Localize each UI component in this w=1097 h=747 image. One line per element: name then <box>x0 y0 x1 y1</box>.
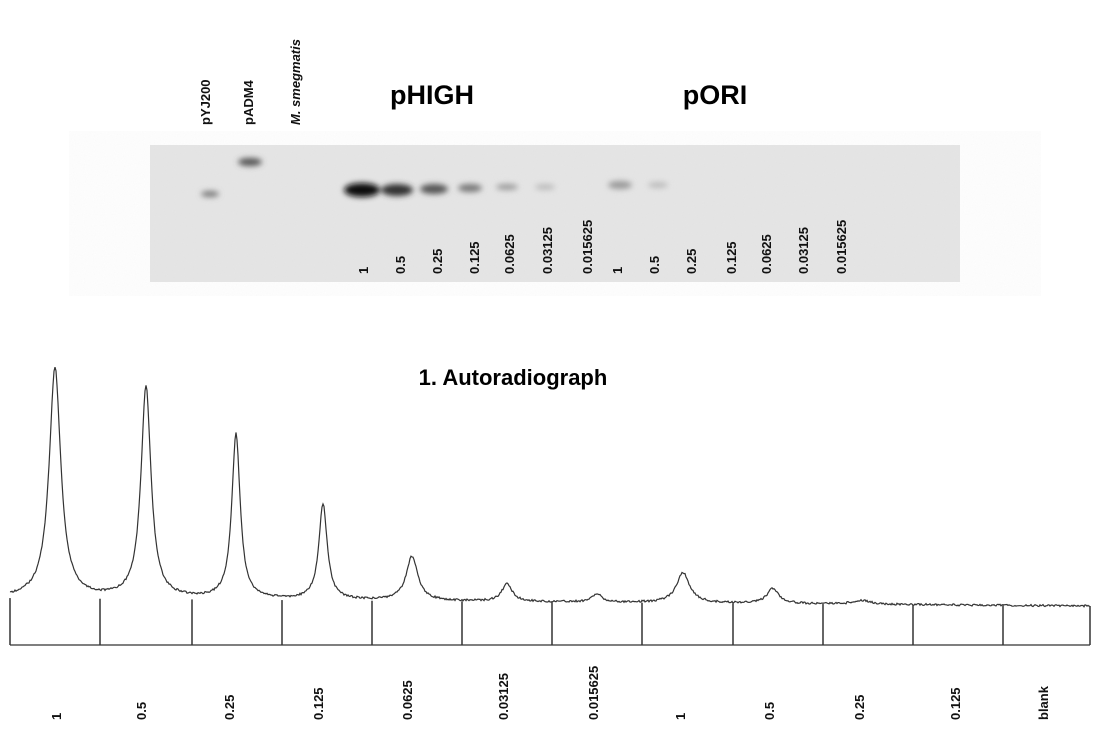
trace-label: 0.015625 <box>586 666 601 720</box>
gel-label: 0.015625 <box>834 220 849 274</box>
gel-label: 0.03125 <box>796 227 811 274</box>
densitometry-trace <box>9 366 1090 608</box>
lane-label: M. smegmatis <box>288 39 303 125</box>
gel-label: 0.25 <box>430 249 445 274</box>
trace-label: 0.125 <box>948 687 963 720</box>
bands <box>201 158 668 197</box>
gel-label: 0.0625 <box>502 234 517 274</box>
trace-label: 0.25 <box>222 695 237 720</box>
gel-label: 1 <box>610 267 625 274</box>
band <box>458 184 482 192</box>
gel-label: 0.5 <box>393 256 408 274</box>
gel-label: 0.125 <box>467 241 482 274</box>
trace-label: 0.5 <box>762 702 777 720</box>
band <box>420 184 448 194</box>
trace-label: 1 <box>49 713 64 720</box>
caption: 1. Autoradiograph <box>419 365 608 390</box>
trace-label: blank <box>1036 685 1051 720</box>
band <box>238 158 262 166</box>
trace-label: 1 <box>673 713 688 720</box>
band <box>381 184 413 196</box>
trace-label: 0.25 <box>852 695 867 720</box>
band <box>608 181 632 189</box>
trace-label: 0.5 <box>134 702 149 720</box>
gel-label: 0.0625 <box>759 234 774 274</box>
band <box>344 183 380 197</box>
lane-label: pADM4 <box>241 79 256 125</box>
group-label: pORI <box>683 80 748 110</box>
gel-label: 0.5 <box>647 256 662 274</box>
group-label: pHIGH <box>390 80 474 110</box>
gel-noise <box>150 145 960 282</box>
gel-label: 0.03125 <box>540 227 555 274</box>
trace-label: 0.0625 <box>400 680 415 720</box>
trace-label: 0.03125 <box>496 673 511 720</box>
lane-label: pYJ200 <box>198 79 213 125</box>
band <box>648 182 668 188</box>
band <box>535 184 555 190</box>
gel-label: 0.125 <box>724 241 739 274</box>
gel-label: 1 <box>356 267 371 274</box>
trace-label: 0.125 <box>311 687 326 720</box>
gel-label: 0.25 <box>684 249 699 274</box>
band <box>201 191 219 197</box>
band <box>496 184 518 190</box>
gel-label: 0.015625 <box>580 220 595 274</box>
